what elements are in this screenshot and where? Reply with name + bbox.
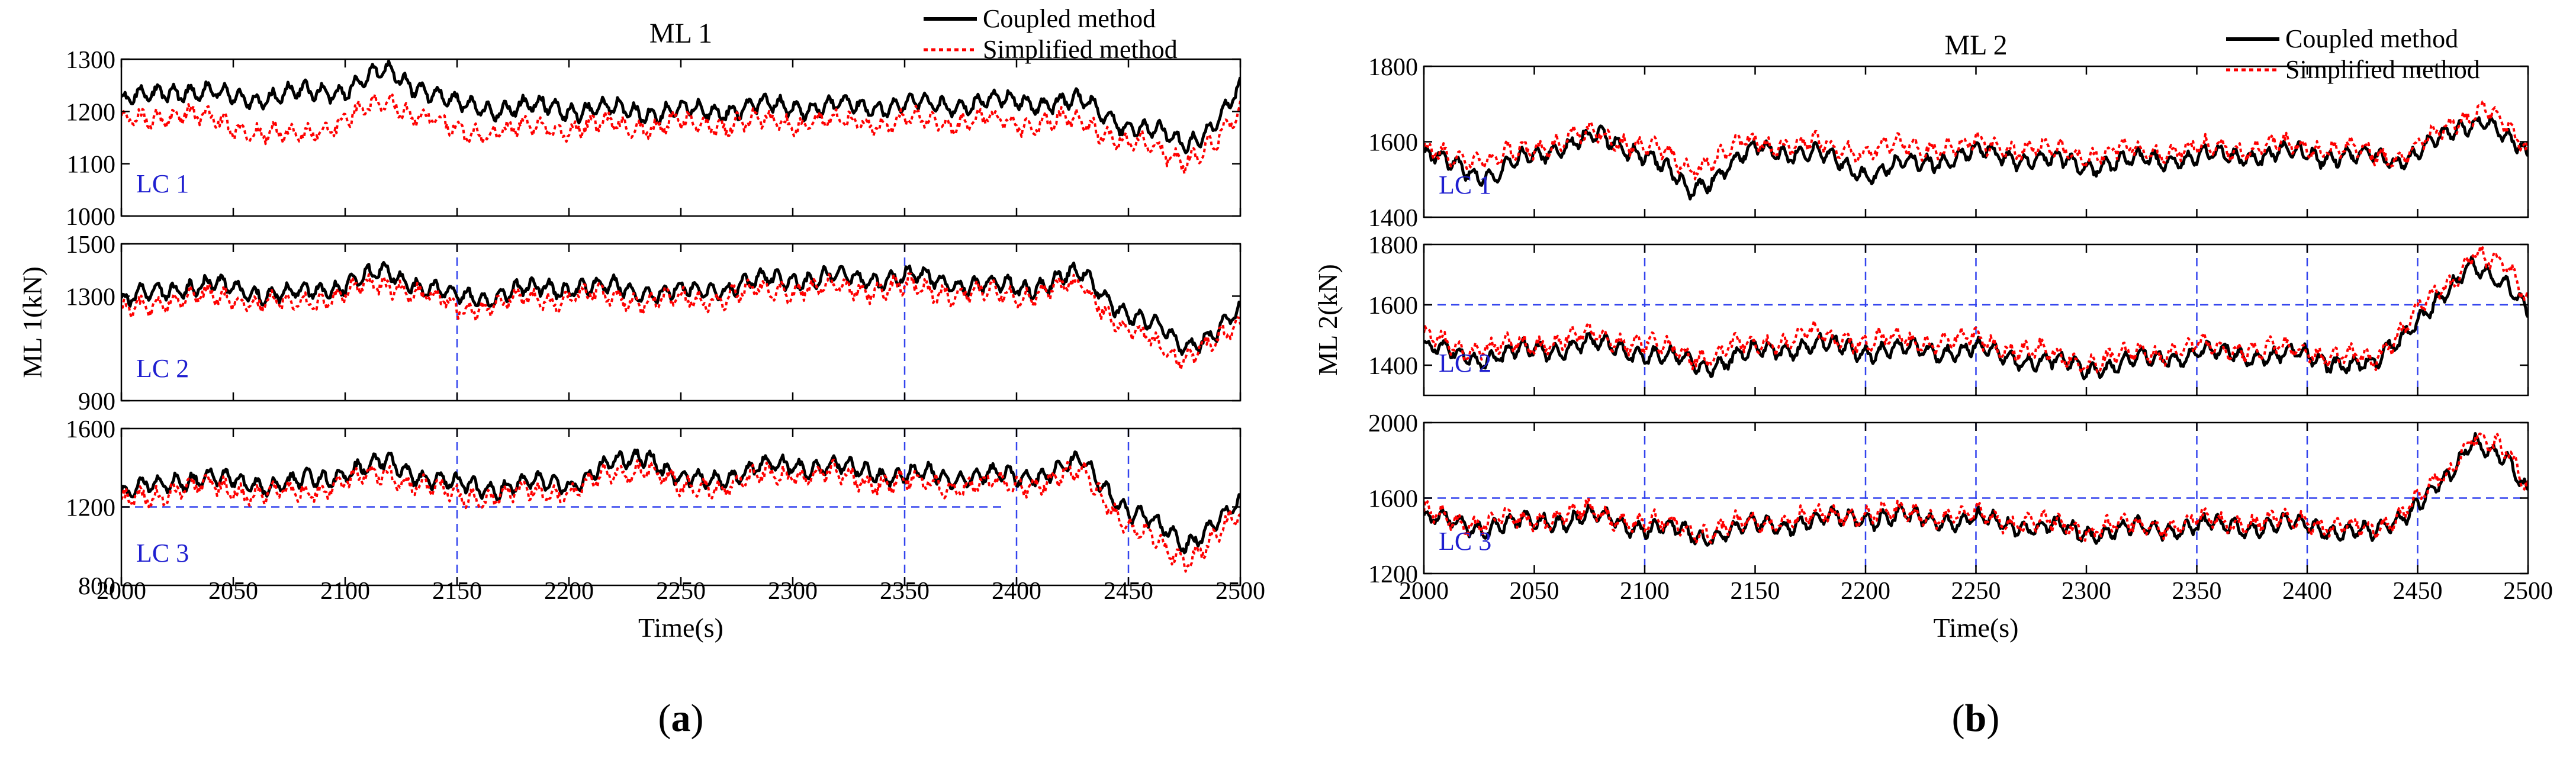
load-case-label: LC 2 <box>136 354 189 383</box>
x-tick-label: 2050 <box>208 578 258 605</box>
x-axis-label: Time(s) <box>1934 613 2019 643</box>
y-tick-label: 1600 <box>1368 486 1418 513</box>
x-tick-label: 2350 <box>880 578 930 605</box>
y-tick-label: 1800 <box>1368 54 1418 81</box>
x-tick-label: 2150 <box>432 578 482 605</box>
y-tick-label: 1400 <box>1368 353 1418 380</box>
x-tick-label: 2000 <box>1399 578 1449 605</box>
x-tick-label: 2450 <box>2393 578 2443 605</box>
subfigure-label: (a) <box>658 697 704 740</box>
y-axis-label: ML 1(kN) <box>17 266 47 378</box>
series-simplified-method <box>1424 100 2528 181</box>
x-tick-label: 2000 <box>97 578 146 605</box>
x-tick-label: 2300 <box>2062 578 2111 605</box>
x-tick-label: 2100 <box>1620 578 1670 605</box>
x-axis-label: Time(s) <box>638 613 723 643</box>
y-tick-label: 1300 <box>66 284 115 311</box>
y-axis-label: ML 2(kN) <box>1313 264 1343 376</box>
series-coupled-method <box>121 59 1240 154</box>
y-tick-label: 1200 <box>66 495 115 522</box>
x-tick-label: 2450 <box>1104 578 1153 605</box>
chart-title: ML 1 <box>649 18 712 49</box>
x-tick-label: 2350 <box>2172 578 2222 605</box>
y-tick-label: 1600 <box>1368 130 1418 157</box>
series-coupled-method <box>1424 116 2528 201</box>
legend-entry: Simplified method <box>2285 55 2480 84</box>
x-tick-label: 2500 <box>1215 578 1265 605</box>
legend-entry: Simplified method <box>983 35 1178 64</box>
y-tick-label: 1400 <box>1368 205 1418 232</box>
load-case-label: LC 3 <box>1439 527 1491 556</box>
x-tick-label: 2400 <box>992 578 1041 605</box>
load-case-label: LC 2 <box>1439 349 1491 378</box>
subplot-2: 900 1300 1500 LC 2 <box>66 231 1242 415</box>
y-tick-label: 900 <box>78 388 115 415</box>
series-simplified-method <box>121 93 1240 175</box>
subplot-1: 1000 1100 1200 1300 LC 1 <box>66 47 1242 231</box>
series-simplified-method <box>1424 244 2528 374</box>
x-tick-label: 2200 <box>1841 578 1890 605</box>
legend-entry: Coupled method <box>2285 24 2458 53</box>
subplot-3: 1200 1600 2000 LC 3 <box>1368 410 2529 588</box>
x-tick-label: 2150 <box>1731 578 1780 605</box>
y-tick-label: 2000 <box>1368 410 1418 437</box>
x-tick-label: 2500 <box>2503 578 2553 605</box>
series-coupled-method <box>121 261 1240 356</box>
x-tick-label: 2250 <box>656 578 706 605</box>
series-simplified-method <box>121 459 1240 573</box>
x-tick-label: 2400 <box>2282 578 2332 605</box>
y-tick-label: 1600 <box>66 416 115 443</box>
legend-entry: Coupled method <box>983 4 1156 33</box>
y-tick-label: 1100 <box>67 152 115 179</box>
x-tick-label: 2200 <box>544 578 594 605</box>
load-case-label: LC 1 <box>1439 170 1491 199</box>
subplot-3: 800 1200 1600 LC 3 <box>66 416 1242 600</box>
subfigure-label: (b) <box>1952 697 2000 740</box>
y-tick-label: 1800 <box>1368 232 1418 259</box>
y-tick-label: 1000 <box>66 204 115 231</box>
chart-ml2: ML 2 ML 2(kN) 1400 1600 1800 LC 1 1400 1600 1800… <box>1313 24 2553 740</box>
y-tick-label: 1300 <box>66 47 115 74</box>
load-case-label: LC 3 <box>136 539 189 568</box>
chart-title: ML 2 <box>1944 30 2007 61</box>
y-tick-label: 1200 <box>66 99 115 126</box>
y-tick-label: 1200 <box>1368 561 1418 588</box>
series-simplified-method <box>1424 431 2528 545</box>
y-tick-label: 800 <box>78 573 115 600</box>
series-coupled-method <box>121 448 1240 555</box>
series-simplified-method <box>121 272 1240 371</box>
y-tick-label: 1600 <box>1368 292 1418 320</box>
x-tick-label: 2300 <box>768 578 818 605</box>
x-tick-label: 2050 <box>1510 578 1559 605</box>
load-case-label: LC 1 <box>136 169 189 198</box>
y-tick-label: 1500 <box>66 231 115 259</box>
x-tick-label: 2100 <box>320 578 370 605</box>
subplot-1: 1400 1600 1800 LC 1 <box>1368 54 2529 232</box>
subplot-2: 1400 1600 1800 LC 2 <box>1368 232 2529 397</box>
x-tick-label: 2250 <box>1951 578 2001 605</box>
